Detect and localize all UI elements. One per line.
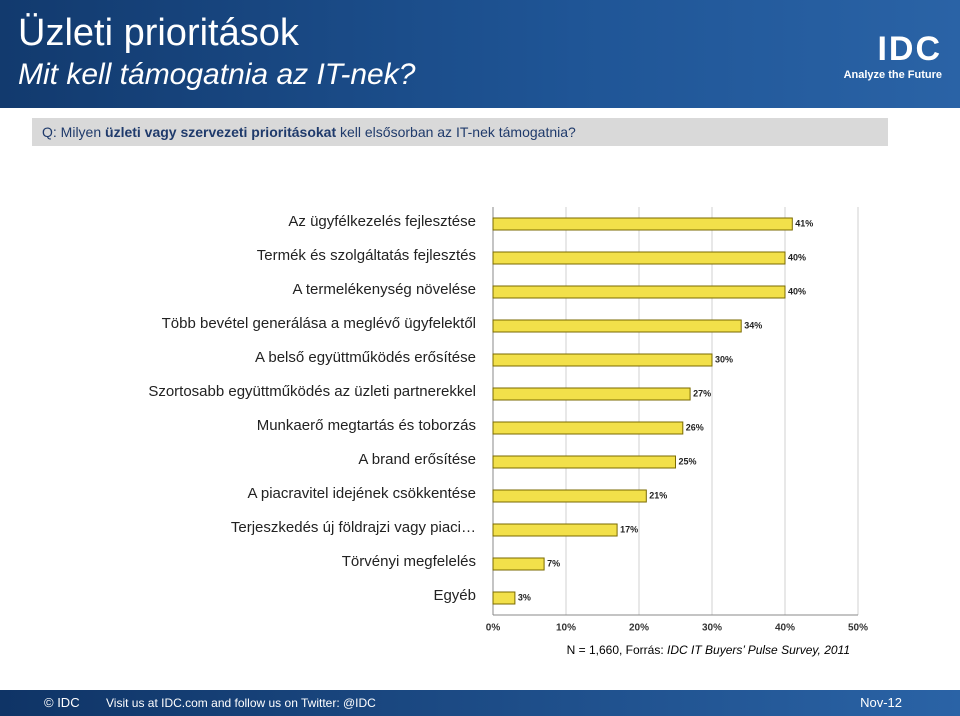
y-tick-label: Szortosabb együttműködés az üzleti partn… [148,383,476,400]
question: Q: Milyen üzleti vagy szervezeti priorit… [32,118,888,146]
bar [492,251,786,265]
bar [492,489,647,503]
y-tick-label: A belső együttműködés erősítése [255,349,476,366]
value-label: 27% [693,388,711,398]
note-source: IDC IT Buyers’ Pulse Survey, 2011 [667,643,850,657]
footer: © IDC Visit us at IDC.com and follow us … [0,690,960,716]
bar [492,421,684,435]
x-tick-label: 50% [848,623,868,634]
value-label: 3% [518,592,531,602]
value-label: 40% [788,252,806,262]
bar [492,591,516,605]
bar [492,557,545,571]
x-tick-label: 30% [702,623,722,634]
value-label: 26% [686,422,704,432]
bar [492,217,793,231]
title: Üzleti prioritások [18,12,299,54]
y-tick-label: A piacravitel idejének csökkentése [248,485,476,502]
y-tick-label: Munkaerő megtartás és toborzás [257,417,476,434]
value-label: 25% [679,456,697,466]
bar [492,285,786,299]
value-label: 7% [547,558,560,568]
y-tick-label: A brand erősítése [358,451,476,468]
bar [492,353,713,367]
bar [492,387,691,401]
x-tick-label: 0% [486,623,501,634]
y-tick-label: Több bevétel generálása a meglévő ügyfel… [162,315,476,332]
y-tick-label: A termelékenység növelése [293,281,476,298]
tagline: Analyze the Future [843,69,942,81]
value-label: 40% [788,286,806,296]
y-tick-label: Törvényi megfelelés [342,553,476,570]
y-tick-label: Az ügyfélkezelés fejlesztése [288,213,476,230]
logo: IDC Analyze the Future [844,30,942,81]
x-tick-label: 40% [775,623,795,634]
question-part: kell elsősorban az IT-nek támogatnia? [336,124,576,140]
y-tick-label: Terjeszkedés új földrajzi vagy piaci… [231,519,476,536]
subtitle: Mit kell támogatnia az IT-nek? [18,58,416,91]
bar [492,523,618,537]
question-part: Q: Milyen [42,124,106,140]
note-text: N = 1,660, Forrás: [566,643,668,657]
note: N = 1,660, Forrás: IDC IT Buyers’ Pulse … [567,643,850,657]
header: Üzleti prioritások Mit kell támogatnia a… [0,0,960,108]
value-label: 21% [649,490,667,500]
logo-text: IDC [877,30,942,68]
question-part: üzleti vagy szervezeti prioritásokat [105,124,337,140]
visit: Visit us at IDC.com and follow us on Twi… [106,696,376,710]
value-label: 17% [620,524,638,534]
x-tick-label: 20% [629,623,649,634]
copyright: © IDC [44,695,80,710]
bar [492,455,676,469]
value-label: 41% [795,218,813,228]
x-tick-label: 10% [556,623,576,634]
y-tick-label: Termék és szolgáltatás fejlesztés [257,247,476,264]
value-label: 34% [744,320,762,330]
date: Nov-12 [860,695,902,710]
value-label: 30% [715,354,733,364]
bar [492,319,742,333]
y-tick-label: Egyéb [433,587,476,604]
